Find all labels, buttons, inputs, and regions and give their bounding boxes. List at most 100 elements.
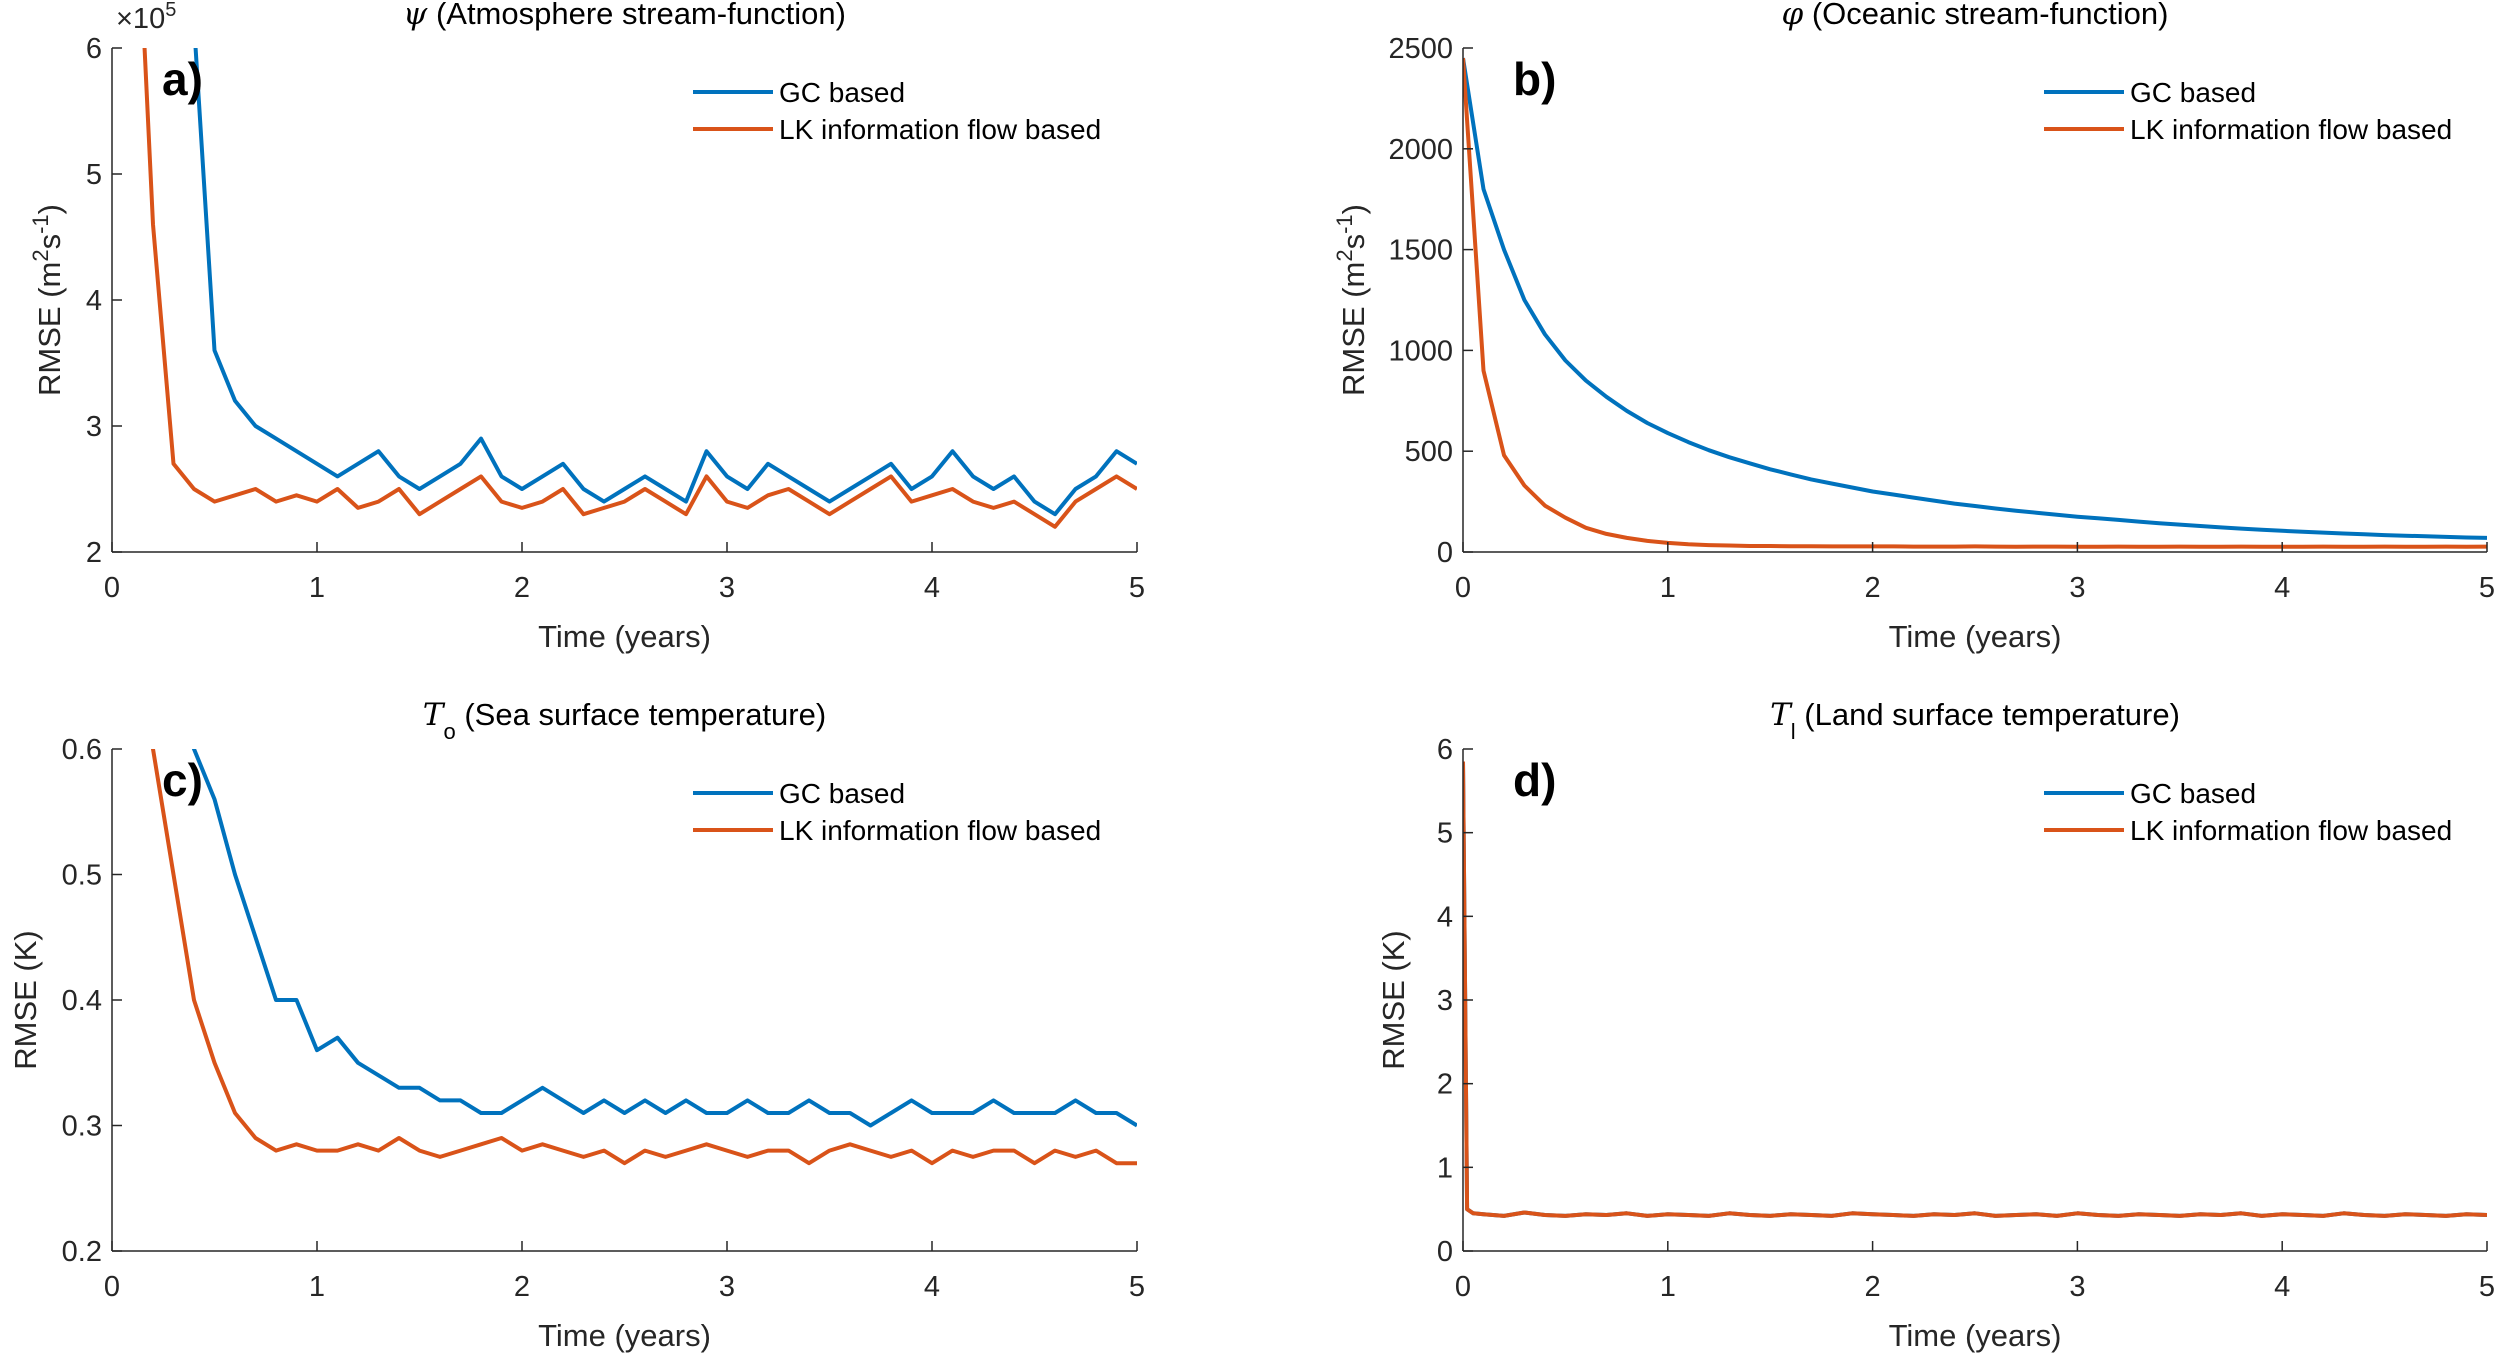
title-subscript: l — [1791, 719, 1796, 744]
series-lk-line — [142, 48, 1137, 529]
x-tick-label: 0 — [104, 1271, 120, 1303]
series-gc-line — [191, 749, 1137, 1128]
y-axis-label: RMSE (K) — [1376, 930, 1411, 1070]
series-lk-line — [150, 749, 1137, 1166]
x-tick-label: 5 — [1129, 1271, 1145, 1303]
x-tick-label: 0 — [104, 572, 120, 604]
y-axis-label: RMSE (m2s-1) — [28, 204, 67, 396]
panel-title: ψ (Atmosphere stream-function) — [403, 0, 846, 32]
legend-label: GC based — [779, 77, 905, 108]
panel-title: To (Sea surface temperature) — [423, 697, 826, 744]
y-tick-label: 4 — [1437, 901, 1453, 933]
x-tick-label: 4 — [2274, 572, 2290, 604]
x-axis-label: Time (years) — [1889, 1318, 2062, 1353]
title-symbol: T — [423, 697, 446, 733]
y-tick-label: 0.2 — [62, 1236, 102, 1268]
y-tick-label: 3 — [1437, 985, 1453, 1017]
legend-label: LK information flow based — [779, 114, 1101, 145]
x-tick-label: 5 — [1129, 572, 1145, 604]
x-tick-label: 0 — [1455, 1271, 1471, 1303]
x-axis-label: Time (years) — [538, 619, 711, 654]
x-tick-label: 4 — [924, 1271, 940, 1303]
y-tick-label: 2 — [1437, 1069, 1453, 1101]
x-tick-label: 3 — [2069, 1271, 2085, 1303]
y-tick-label: 0.6 — [62, 734, 102, 766]
y-tick-label: 0.5 — [62, 860, 102, 892]
legend-label: LK information flow based — [2130, 114, 2452, 145]
exponent-base: ×10 — [116, 3, 165, 35]
y-tick-label: 2 — [86, 537, 102, 569]
y-label-main: RMSE (m — [32, 262, 67, 396]
panel-title: φ (Oceanic stream-function) — [1782, 0, 2169, 32]
y-tick-label: 2000 — [1388, 134, 1453, 166]
y-tick-label: 6 — [86, 33, 102, 65]
series-gc-line — [1463, 57, 2487, 540]
exponent-power: 5 — [165, 0, 176, 21]
title-text: (Oceanic stream-function) — [1803, 0, 2168, 31]
panel-label: a) — [162, 53, 203, 105]
y-tick-label: 0 — [1437, 537, 1453, 569]
y-tick-label: 6 — [1437, 734, 1453, 766]
y-tick-label: 3 — [86, 411, 102, 443]
x-tick-label: 4 — [924, 572, 940, 604]
y-tick-label: 1000 — [1388, 335, 1453, 367]
x-tick-label: 2 — [1865, 1271, 1881, 1303]
y-tick-label: 0.3 — [62, 1111, 102, 1143]
y-tick-label: 5 — [86, 159, 102, 191]
panel-title: Tl (Land surface temperature) — [1770, 697, 2180, 744]
x-tick-label: 1 — [309, 1271, 325, 1303]
title-symbol: T — [1770, 697, 1793, 733]
legend-label: GC based — [779, 778, 905, 809]
title-text: (Sea surface temperature) — [456, 697, 826, 732]
title-symbol: φ — [1782, 0, 1804, 32]
y-label-sup: -1 — [28, 214, 53, 234]
y-label-end: ) — [32, 204, 67, 214]
x-tick-label: 4 — [2274, 1271, 2290, 1303]
x-axis-label: Time (years) — [1889, 619, 2062, 654]
y-label-sup: 2 — [1332, 249, 1357, 261]
y-exponent-label: ×105 — [116, 0, 176, 35]
y-tick-label: 1500 — [1388, 235, 1453, 267]
y-axis-label: RMSE (K) — [8, 930, 43, 1070]
y-tick-label: 0 — [1437, 1236, 1453, 1268]
title-text: (Land surface temperature) — [1796, 697, 2180, 732]
series-lk-line — [1463, 761, 2487, 1218]
y-tick-label: 4 — [86, 285, 102, 317]
x-tick-label: 2 — [514, 1271, 530, 1303]
y-label-mid: s — [32, 234, 67, 250]
x-tick-label: 2 — [1865, 572, 1881, 604]
y-label-sup: 2 — [28, 249, 53, 261]
title-text: (Atmosphere stream-function) — [427, 0, 846, 31]
y-label-mid: s — [1336, 234, 1371, 250]
legend-label: LK information flow based — [2130, 815, 2452, 846]
y-tick-label: 500 — [1405, 436, 1453, 468]
legend-label: GC based — [2130, 77, 2256, 108]
x-tick-label: 2 — [514, 572, 530, 604]
y-label-end: ) — [1336, 204, 1371, 214]
panel-label: b) — [1513, 53, 1556, 105]
y-label-sup: -1 — [1332, 214, 1357, 234]
legend-label: LK information flow based — [779, 815, 1101, 846]
x-tick-label: 1 — [1660, 572, 1676, 604]
y-tick-label: 0.4 — [62, 985, 102, 1017]
legend-label: GC based — [2130, 778, 2256, 809]
x-tick-label: 1 — [309, 572, 325, 604]
panel-c: 0 1 2 3 4 5 0.2 0.3 0.4 0.5 0.6 To (Sea surface tem… — [8, 697, 1145, 1353]
y-tick-label: 1 — [1437, 1152, 1453, 1184]
panel-b: 0 1 2 3 4 5 0 500 1000 1500 2000 2500 φ (Oceanic str… — [1332, 0, 2495, 654]
y-label-main: RMSE (K) — [1376, 930, 1411, 1070]
x-tick-label: 3 — [719, 1271, 735, 1303]
x-tick-label: 0 — [1455, 572, 1471, 604]
y-axis-label: RMSE (m2s-1) — [1332, 204, 1371, 396]
x-tick-label: 3 — [719, 572, 735, 604]
x-tick-label: 5 — [2479, 1271, 2495, 1303]
panel-d: 0 1 2 3 4 5 0 1 2 3 4 5 6 Tl (Land surface temperatur… — [1376, 697, 2495, 1353]
x-tick-label: 3 — [2069, 572, 2085, 604]
x-axis-label: Time (years) — [538, 1318, 711, 1353]
panel-label: c) — [162, 754, 203, 806]
y-label-main: RMSE (m — [1336, 262, 1371, 396]
x-tick-label: 1 — [1660, 1271, 1676, 1303]
y-tick-label: 2500 — [1388, 33, 1453, 65]
